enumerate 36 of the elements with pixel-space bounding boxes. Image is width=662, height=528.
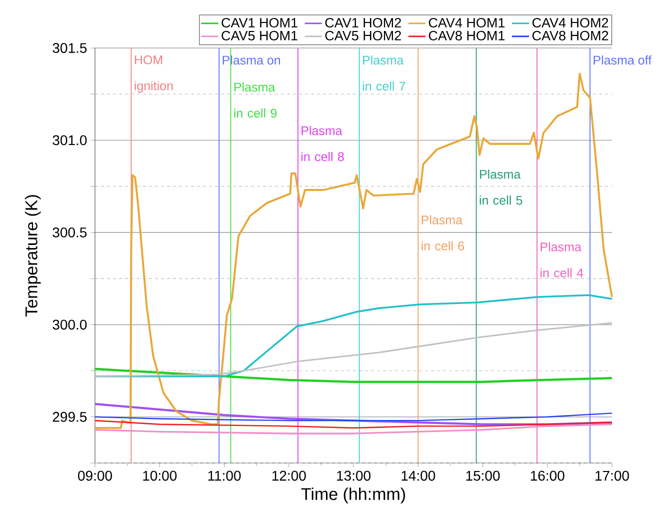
line-series xyxy=(94,420,613,429)
y-tick-label: 299.5 xyxy=(52,412,87,422)
x-tick-label: 16:00 xyxy=(530,470,564,481)
y-tick-label: 300.5 xyxy=(52,227,87,238)
line-series xyxy=(94,423,613,434)
text: Plasma in cell 7 xyxy=(362,55,406,91)
line-series xyxy=(94,412,613,422)
legend-label: CAV5 HOM2 xyxy=(325,30,401,40)
legend-label: CAV1 HOM1 xyxy=(222,18,298,28)
legend-label: CAV8 HOM2 xyxy=(532,30,608,40)
x-tick-label: 15:00 xyxy=(466,470,500,481)
x-tick-label: 10:00 xyxy=(143,470,177,481)
x-axis-title: Time (hh:mm) xyxy=(301,488,405,504)
text: Plasma in cell 6 xyxy=(422,215,464,250)
legend-label: CAV5 HOM1 xyxy=(222,30,298,40)
legend-label: CAV1 HOM2 xyxy=(325,18,401,28)
legend-label: CAV8 HOM1 xyxy=(428,30,505,40)
x-tick-label: 09:00 xyxy=(78,470,112,481)
x-tick-label: 13:00 xyxy=(337,470,370,481)
legend-label: CAV4 HOM1 xyxy=(428,18,505,28)
x-tick-label: 11:00 xyxy=(208,470,241,481)
x-tick-label: 14:00 xyxy=(402,470,436,481)
ref-line-label: Plasma off xyxy=(594,55,652,65)
text: Plasma in cell 9 xyxy=(234,82,277,118)
y-axis-title: Temperature (K) xyxy=(24,195,41,317)
legend-label: CAV4 HOM2 xyxy=(532,18,608,28)
x-tick-label: 17:00 xyxy=(596,470,629,481)
y-tick-label: 300.0 xyxy=(52,320,87,330)
text: Plasma in cell 5 xyxy=(480,170,522,205)
text: Plasma in cell 8 xyxy=(301,126,344,162)
text: Plasma in cell 4 xyxy=(540,242,584,278)
x-tick-label: 12:00 xyxy=(272,470,306,481)
text: HOM ignition xyxy=(134,55,173,93)
line-series xyxy=(94,72,613,429)
y-tick-label: 301.0 xyxy=(52,135,87,146)
y-tick-label: 301.5 xyxy=(52,43,87,53)
